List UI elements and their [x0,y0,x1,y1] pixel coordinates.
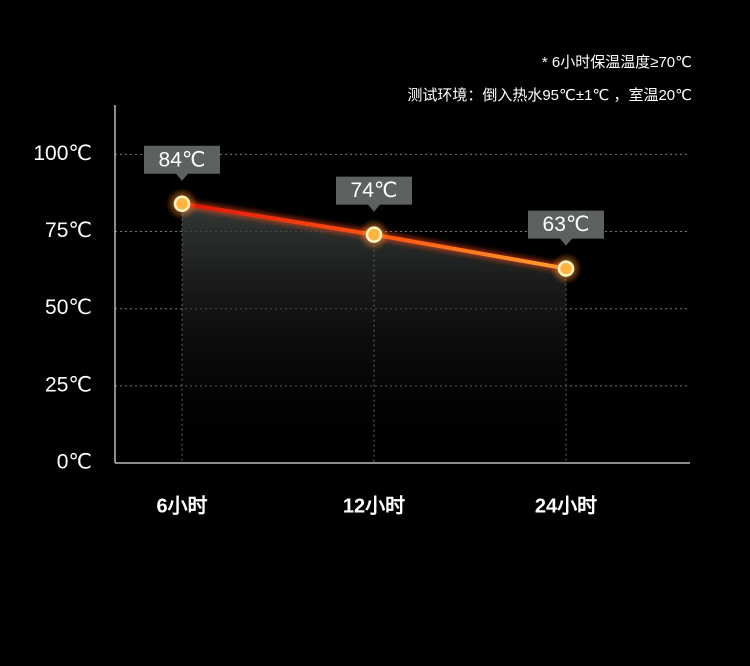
x-tick-label: 12小时 [343,494,405,517]
y-tick-label: 100℃ [33,142,92,165]
y-tick-label: 75℃ [45,219,92,242]
value-label: 84℃ [159,148,206,171]
point [365,226,383,243]
label-box [336,176,412,212]
x-tick-label: 24小时 [535,494,597,517]
area [182,203,566,464]
point [173,195,191,213]
y-tick-label: 50℃ [45,296,92,319]
value-label: 74℃ [351,179,398,202]
annotation: 测试环境：倒入热水95℃±1℃ ，室温20℃ [407,86,692,104]
y-tick-label: 0℃ [57,451,92,474]
point [557,260,575,277]
value-label: 63℃ [543,213,590,236]
label-box [144,145,220,181]
y-tick-label: 25℃ [45,373,92,396]
x-tick-label: 6小时 [156,494,207,517]
annotation: * 6小时保温温度≥70℃ [542,54,692,71]
label-box [528,210,604,246]
